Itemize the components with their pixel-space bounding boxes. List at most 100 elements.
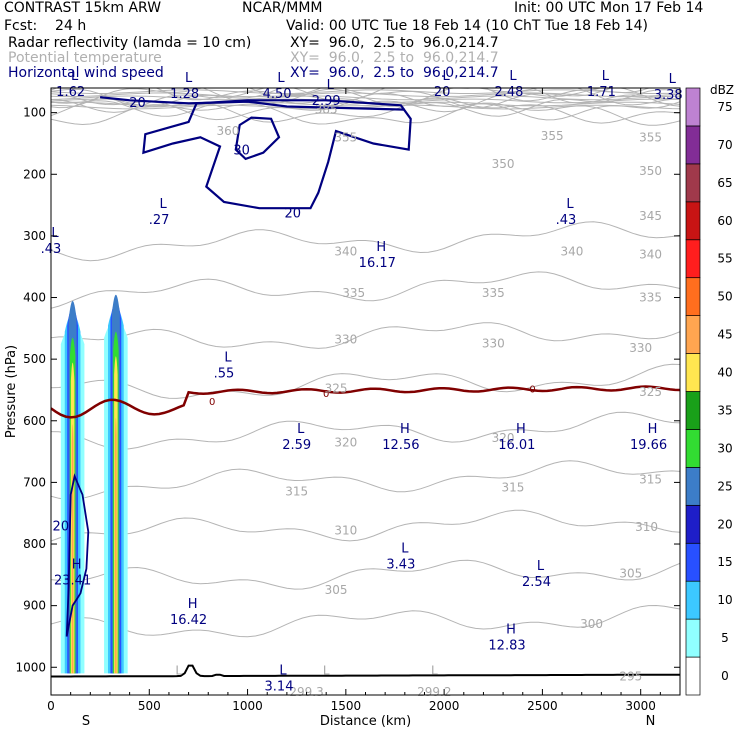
wind-contour-lowlevel: [65, 473, 90, 637]
colorbar-level-label: 10: [717, 593, 732, 607]
x-end-label-south: S: [82, 714, 90, 729]
colorbar-level-label: 45: [717, 328, 732, 342]
colorbar-level-label: 65: [717, 176, 732, 190]
theta-isentrope: [51, 95, 680, 101]
wind-extremum-value: 2.99: [312, 94, 341, 109]
reflectivity-cell-1: [115, 418, 117, 674]
wind-extremum-value: 12.83: [488, 638, 525, 653]
terrain-line: [51, 664, 680, 678]
theta-label: 340: [334, 244, 357, 258]
wind-extremum-value: 16.01: [498, 438, 535, 453]
colorbar-swatch: [685, 467, 701, 506]
wind-contour-label: 20: [129, 96, 146, 111]
theta-label: 320: [334, 435, 357, 449]
wind-extremum-type: L: [297, 422, 305, 437]
wind-extremum-type: L: [669, 72, 677, 87]
theta-isentrope: [51, 411, 680, 450]
colorbar-swatch: [685, 87, 701, 127]
colorbar-level-label: 30: [717, 441, 732, 455]
wind-extremum-value: 16.17: [359, 256, 396, 271]
x-tick-label: 1000: [232, 699, 263, 713]
theta-label: 315: [501, 480, 524, 494]
init-time: Init: 00 UTC Mon 17 Feb 14: [514, 0, 704, 16]
wind-extremum-type: H: [400, 422, 410, 437]
y-tick-label: 400: [23, 291, 46, 305]
theta-label: 325: [639, 385, 662, 399]
theta-label: 305: [619, 567, 642, 581]
field-name-reflectivity: Radar reflectivity (lamda = 10 cm): [8, 35, 252, 51]
wind-extremum-type: H: [376, 240, 386, 255]
wind-extremum-type: L: [401, 542, 409, 557]
wind-extremum-value: 1.71: [587, 85, 616, 100]
x-tick-label: 2500: [527, 699, 558, 713]
colorbar-swatch: [685, 391, 701, 430]
wind-extremum-value: .43: [556, 213, 577, 228]
wind-extremum-type: L: [71, 69, 79, 84]
wind-contour-30: [234, 116, 281, 161]
wind-extremum-value: 20: [434, 85, 451, 100]
wind-extremum-type: L: [51, 226, 59, 241]
theta-label: 345: [639, 209, 662, 223]
wind-extremum-type: L: [279, 664, 287, 679]
colorbar-level-label: 50: [717, 290, 732, 304]
y-tick-label: 800: [23, 537, 46, 551]
theta-label: 335: [342, 286, 365, 300]
wind-contour-label: 20: [53, 520, 70, 535]
wind-extremum-value: 3.38: [654, 88, 683, 103]
theta-label: 355: [334, 130, 357, 144]
y-tick-label: 100: [23, 106, 46, 120]
colorbar-level-label: 20: [717, 517, 732, 531]
colorbar-swatch: [685, 125, 701, 165]
theta-label: 350: [492, 157, 515, 171]
x-tick-label: 0: [47, 699, 55, 713]
wind-extremum-value: 12.56: [382, 438, 419, 453]
theta-isentrope: [51, 104, 680, 110]
theta-isentrope: [51, 460, 680, 500]
wind-contour-label: 30: [233, 144, 250, 159]
theta-label: 299.2: [417, 685, 451, 699]
field-xy-wind: XY= 96.0, 2.5 to 96.0,214.7: [290, 65, 499, 81]
theta-label: 320: [492, 431, 515, 445]
theta-isentrope: [51, 101, 680, 107]
wind-extremum-type: H: [188, 597, 198, 612]
wind-contour-top: [99, 96, 405, 111]
freezing-level-label: 0: [323, 389, 329, 400]
theta-label: 330: [334, 332, 357, 346]
freezing-level-label: 0: [209, 397, 215, 408]
colorbar-level-label: 15: [717, 555, 732, 569]
field-name-theta: Potential temperature: [8, 50, 162, 66]
theta-isentrope: [155, 88, 651, 102]
colorbar-swatch: [685, 239, 701, 279]
colorbar-swatch: [685, 504, 701, 544]
wind-extremum-type: H: [506, 622, 516, 637]
x-tick-label: 2000: [429, 699, 460, 713]
freezing-level-label: 0: [529, 385, 535, 396]
reflectivity-cell-0: [71, 424, 74, 674]
y-tick-label: 500: [23, 352, 46, 366]
theta-isentrope: [51, 322, 680, 349]
wind-extremum-value: 3.14: [265, 680, 294, 695]
colorbar-swatch: [685, 618, 701, 658]
theta-isentrope: [51, 92, 680, 98]
field-name-wind: Horizontal wind speed: [8, 65, 164, 81]
theta-isentrope: [51, 559, 680, 590]
wind-extremum-type: L: [509, 69, 517, 84]
colorbar-level-label: 0: [721, 669, 729, 683]
theta-label: L: [323, 663, 330, 677]
wind-extremum-type: L: [537, 559, 545, 574]
x-tick-label: 500: [138, 699, 161, 713]
y-tick-label: 200: [23, 167, 46, 181]
wind-extremum-value: 19.66: [630, 438, 667, 453]
source-label: NCAR/MMM: [242, 0, 323, 16]
theta-isentrope: [51, 97, 680, 124]
wind-extremum-value: .55: [214, 367, 235, 382]
wind-extremum-type: L: [602, 69, 610, 84]
field-xy-reflectivity: XY= 96.0, 2.5 to 96.0,214.7: [290, 35, 499, 51]
theta-label: 355: [541, 129, 564, 143]
x-axis-title: Distance (km): [320, 714, 411, 729]
theta-label: 299.3: [289, 685, 323, 699]
colorbar-swatch: [685, 656, 701, 696]
colorbar-swatch: [685, 429, 701, 468]
theta-label: 340: [639, 247, 662, 261]
